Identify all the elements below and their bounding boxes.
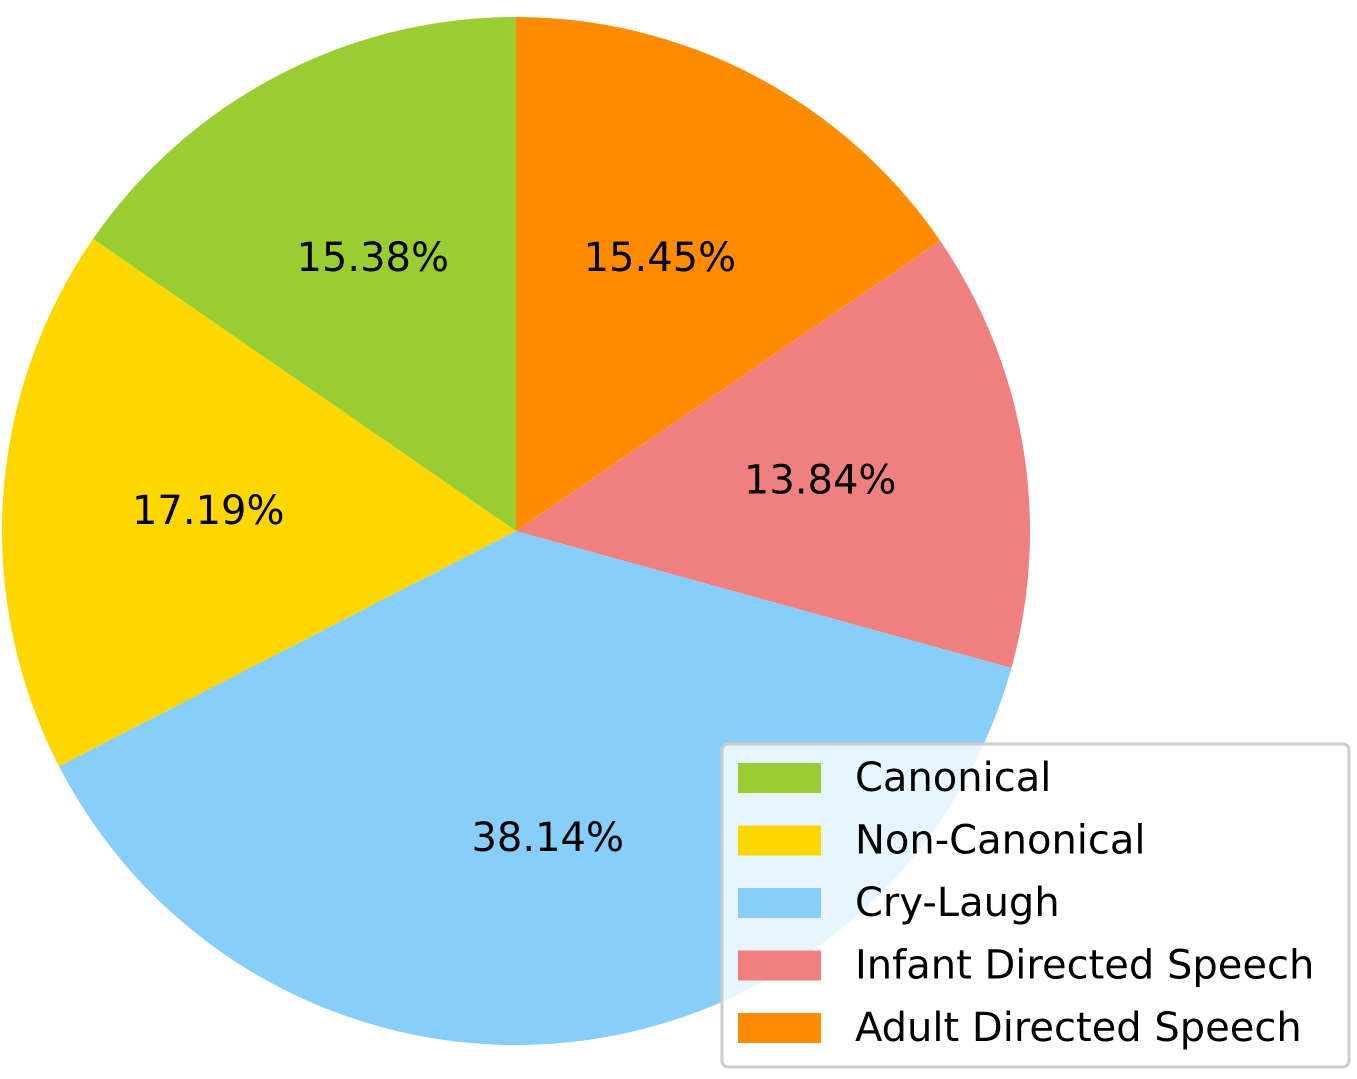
pie-label-infant-directed-speech: 13.84%	[744, 457, 897, 503]
legend-label: Canonical	[855, 755, 1051, 801]
legend-frame	[720, 742, 1351, 1069]
pie-slice-non-canonical	[1, 238, 516, 767]
legend-swatch	[738, 1013, 821, 1043]
pie-slice-infant-directed-speech	[516, 240, 1030, 668]
legend-swatch	[738, 763, 821, 793]
legend-label: Cry-Laugh	[855, 880, 1060, 926]
pie-label-non-canonical: 17.19%	[132, 488, 285, 534]
legend-swatch	[738, 888, 821, 918]
legend: Canonical Non-Canonical Cry-Laugh Infant Di…	[720, 742, 1351, 1069]
legend-swatch	[738, 825, 821, 856]
legend-label: Non-Canonical	[855, 818, 1146, 864]
legend-label: Infant Directed Speech	[855, 943, 1314, 989]
pie-percent-labels: 15.38% 17.19% 38.14% 13.84% 15.45%	[132, 235, 896, 861]
pie-label-cry-laugh: 38.14%	[471, 815, 624, 861]
legend-swatch	[738, 950, 821, 981]
pie-slice-adult-directed-speech	[516, 17, 941, 531]
pie-label-canonical: 15.38%	[296, 235, 449, 281]
pie-slice-canonical	[93, 17, 516, 531]
legend-items: Canonical Non-Canonical Cry-Laugh Infant Di…	[738, 755, 1314, 1051]
legend-label: Adult Directed Speech	[855, 1005, 1302, 1051]
pie-label-adult-directed-speech: 15.45%	[584, 235, 737, 281]
